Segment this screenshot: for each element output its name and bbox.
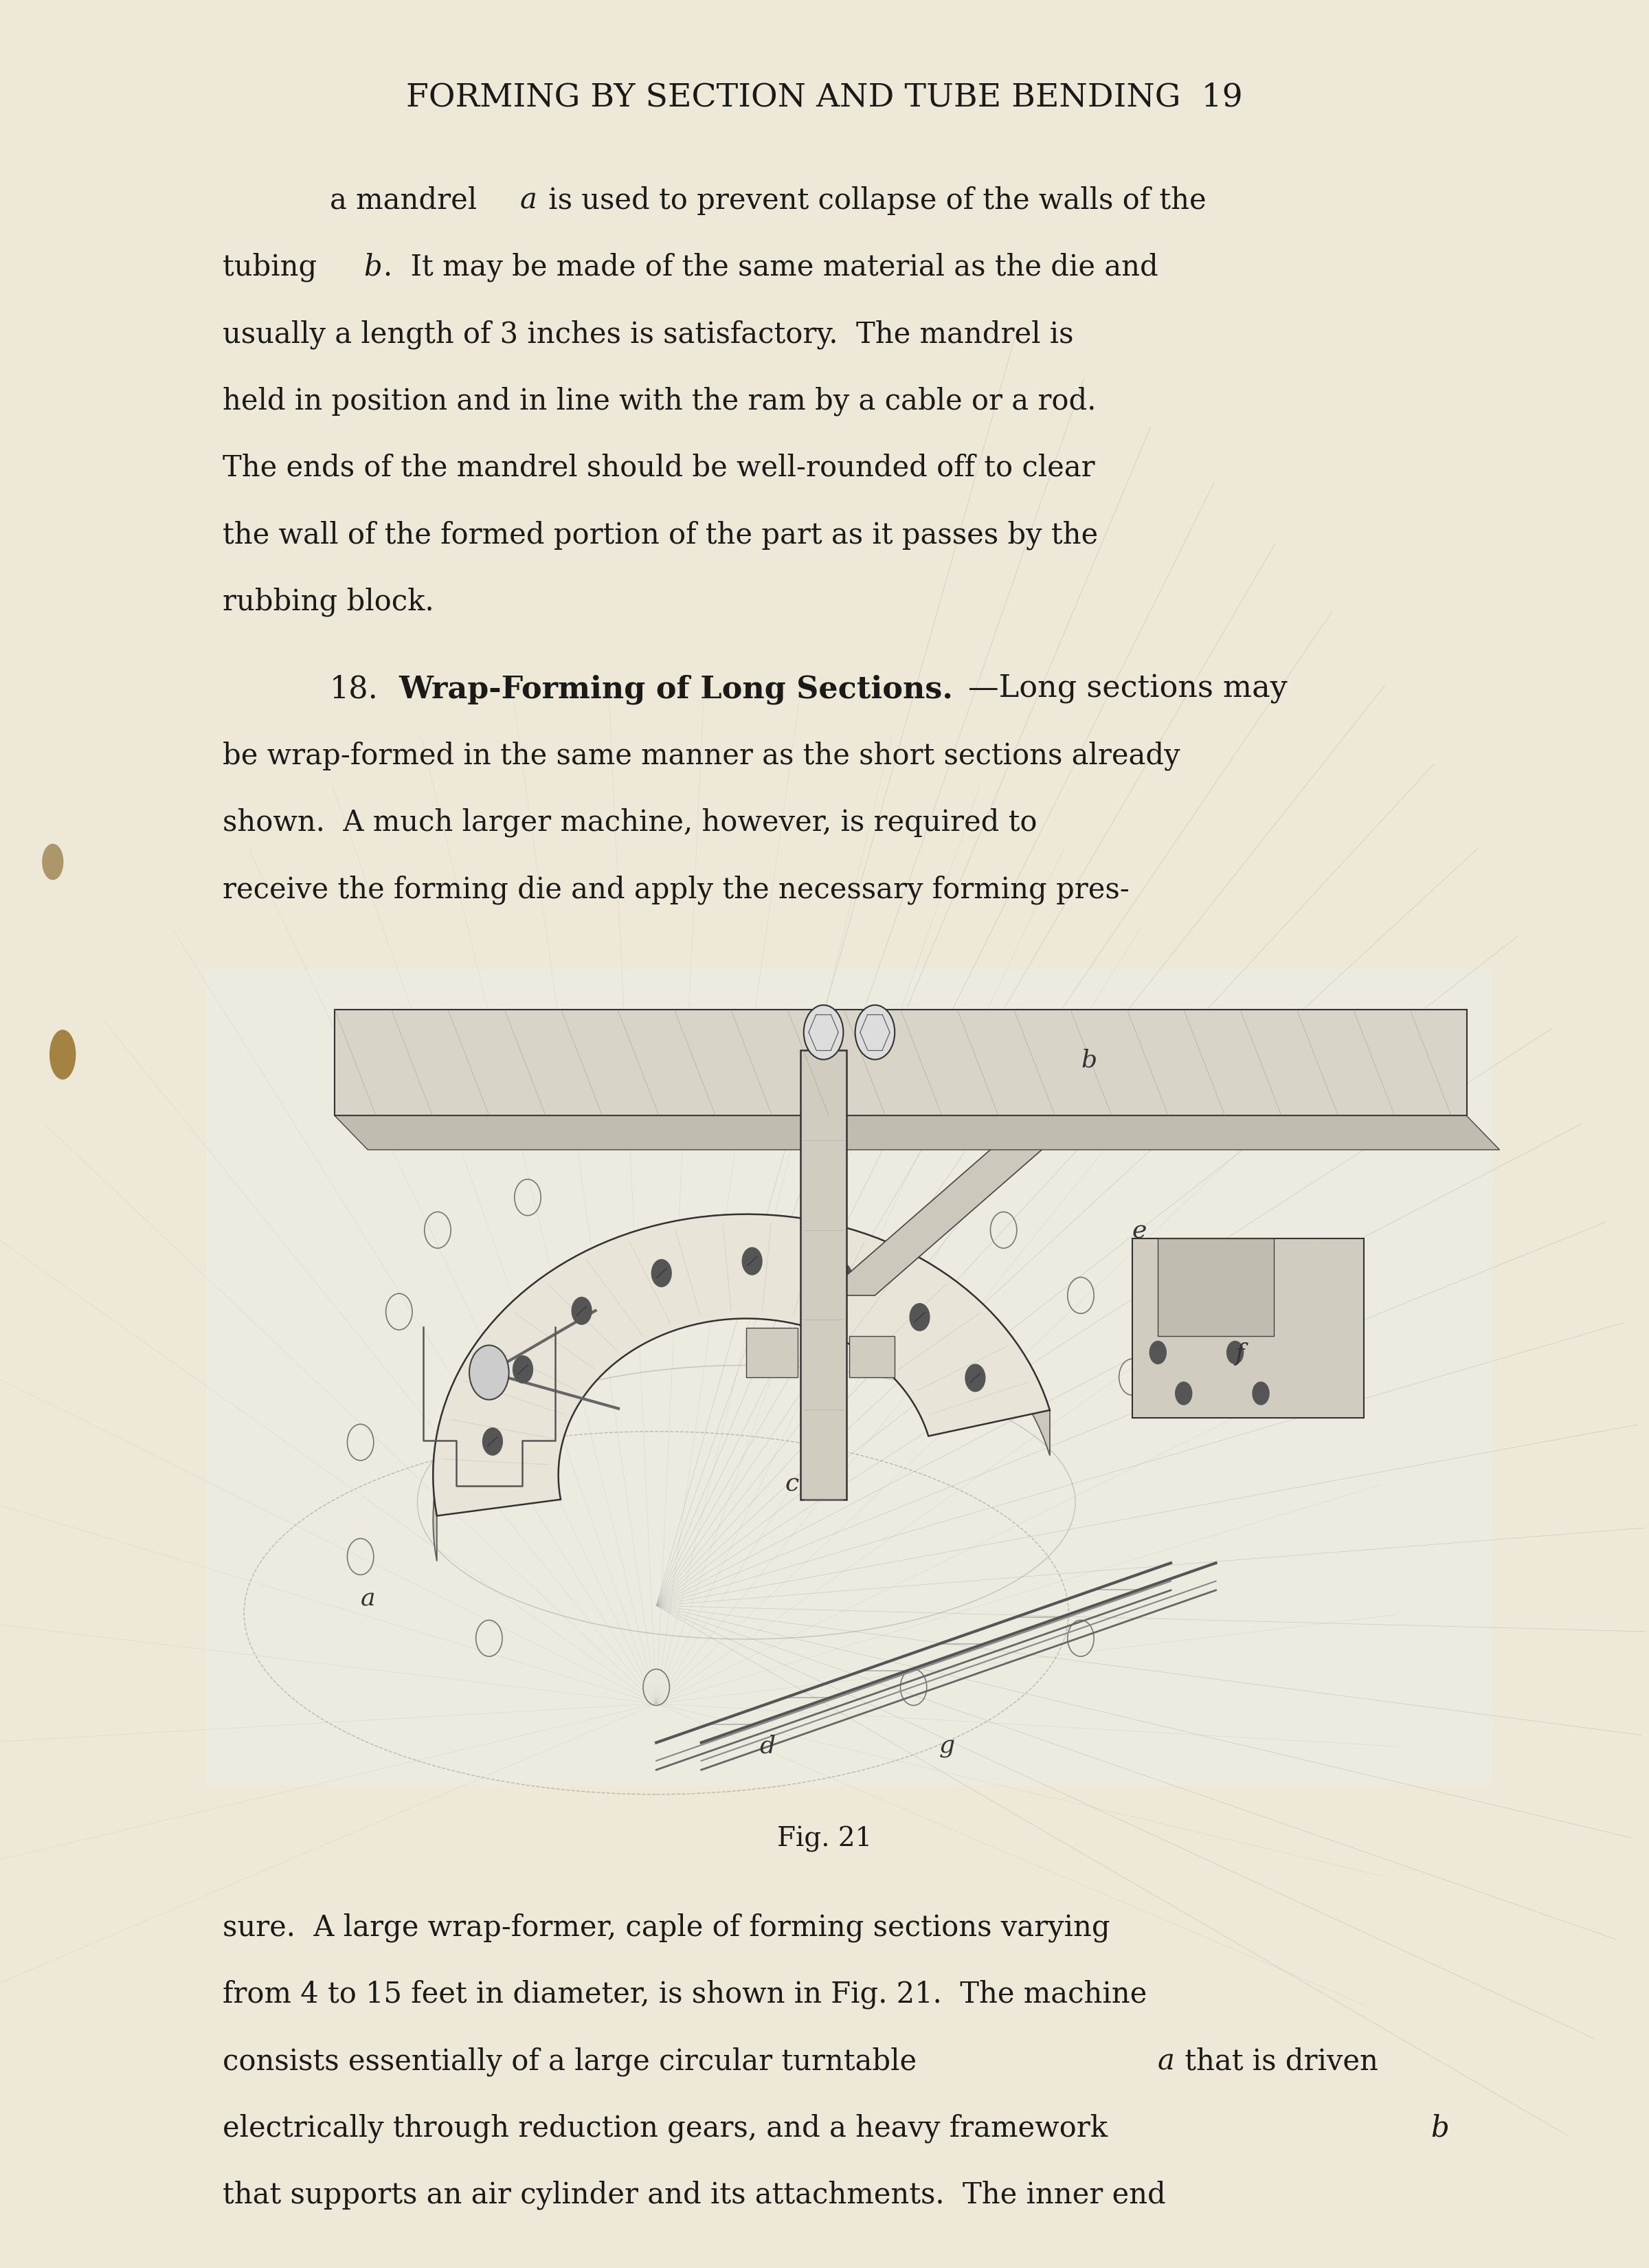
Text: FORMING BY SECTION AND TUBE BENDING  19: FORMING BY SECTION AND TUBE BENDING 19 <box>406 82 1243 113</box>
Text: from 4 to 15 feet in diameter, is shown in Fig. 21.  The machine: from 4 to 15 feet in diameter, is shown … <box>223 1980 1148 2009</box>
Circle shape <box>513 1356 533 1383</box>
Bar <box>849 1336 894 1377</box>
Polygon shape <box>335 1116 1499 1150</box>
Text: usually a length of 3 inches is satisfactory.  The mandrel is: usually a length of 3 inches is satisfac… <box>223 320 1073 349</box>
Text: b: b <box>1431 2114 1449 2143</box>
Circle shape <box>910 1304 930 1331</box>
Text: d: d <box>759 1735 775 1758</box>
Text: a: a <box>1158 2046 1174 2075</box>
Text: 18.: 18. <box>330 674 378 703</box>
Text: Wrap-Forming of Long Sections.: Wrap-Forming of Long Sections. <box>399 674 953 705</box>
Text: f: f <box>1235 1343 1245 1365</box>
Circle shape <box>470 1345 510 1399</box>
Bar <box>1158 1238 1273 1336</box>
Text: that is driven: that is driven <box>1176 2046 1379 2075</box>
Text: held in position and in line with the ram by a cable or a rod.: held in position and in line with the ra… <box>223 386 1097 415</box>
Circle shape <box>803 1005 843 1059</box>
Text: tubing: tubing <box>223 252 327 281</box>
Text: Fig. 21: Fig. 21 <box>777 1826 872 1853</box>
Text: g: g <box>940 1735 955 1758</box>
Text: rubbing block.: rubbing block. <box>223 587 434 617</box>
Text: electrically through reduction gears, and a heavy framework: electrically through reduction gears, an… <box>223 2114 1116 2143</box>
Circle shape <box>651 1259 671 1286</box>
Text: that supports an air cylinder and its attachments.  The inner end: that supports an air cylinder and its at… <box>223 2180 1166 2209</box>
Text: be wrap-formed in the same manner as the short sections already: be wrap-formed in the same manner as the… <box>223 742 1181 771</box>
Circle shape <box>1253 1381 1270 1404</box>
Polygon shape <box>434 1213 1050 1560</box>
Ellipse shape <box>43 844 63 880</box>
Bar <box>800 1050 846 1499</box>
Circle shape <box>856 1005 895 1059</box>
Text: receive the forming die and apply the necessary forming pres-: receive the forming die and apply the ne… <box>223 875 1130 905</box>
Polygon shape <box>434 1213 1050 1515</box>
Text: b: b <box>363 252 383 281</box>
Text: the wall of the formed portion of the part as it passes by the: the wall of the formed portion of the pa… <box>223 519 1098 549</box>
Circle shape <box>1227 1340 1243 1363</box>
Bar <box>1133 1238 1364 1418</box>
Circle shape <box>1149 1340 1166 1363</box>
Text: consists essentially of a large circular turntable: consists essentially of a large circular… <box>223 2046 925 2075</box>
Text: e: e <box>1133 1220 1148 1243</box>
Bar <box>747 1329 798 1377</box>
Bar <box>335 1009 1466 1116</box>
Text: a: a <box>519 186 538 215</box>
Text: b: b <box>1080 1048 1097 1070</box>
Circle shape <box>572 1297 592 1325</box>
Text: The ends of the mandrel should be well-rounded off to clear: The ends of the mandrel should be well-r… <box>223 454 1095 483</box>
Text: —Long sections may: —Long sections may <box>968 674 1288 703</box>
Text: a mandrel: a mandrel <box>330 186 486 215</box>
Text: a: a <box>361 1588 376 1610</box>
Text: shown.  A much larger machine, however, is required to: shown. A much larger machine, however, i… <box>223 807 1037 837</box>
Text: c: c <box>785 1472 798 1497</box>
Polygon shape <box>823 1116 1080 1295</box>
Text: .  It may be made of the same material as the die and: . It may be made of the same material as… <box>384 252 1159 281</box>
Circle shape <box>483 1429 503 1456</box>
Bar <box>206 968 1492 1785</box>
Circle shape <box>742 1247 762 1275</box>
Circle shape <box>1176 1381 1192 1404</box>
Circle shape <box>965 1365 984 1393</box>
Circle shape <box>833 1263 853 1290</box>
Text: is used to prevent collapse of the walls of the: is used to prevent collapse of the walls… <box>539 186 1205 215</box>
Ellipse shape <box>49 1030 76 1080</box>
Text: sure.  A large wrap-former, caple of forming sections varying: sure. A large wrap-former, caple of form… <box>223 1912 1110 1941</box>
